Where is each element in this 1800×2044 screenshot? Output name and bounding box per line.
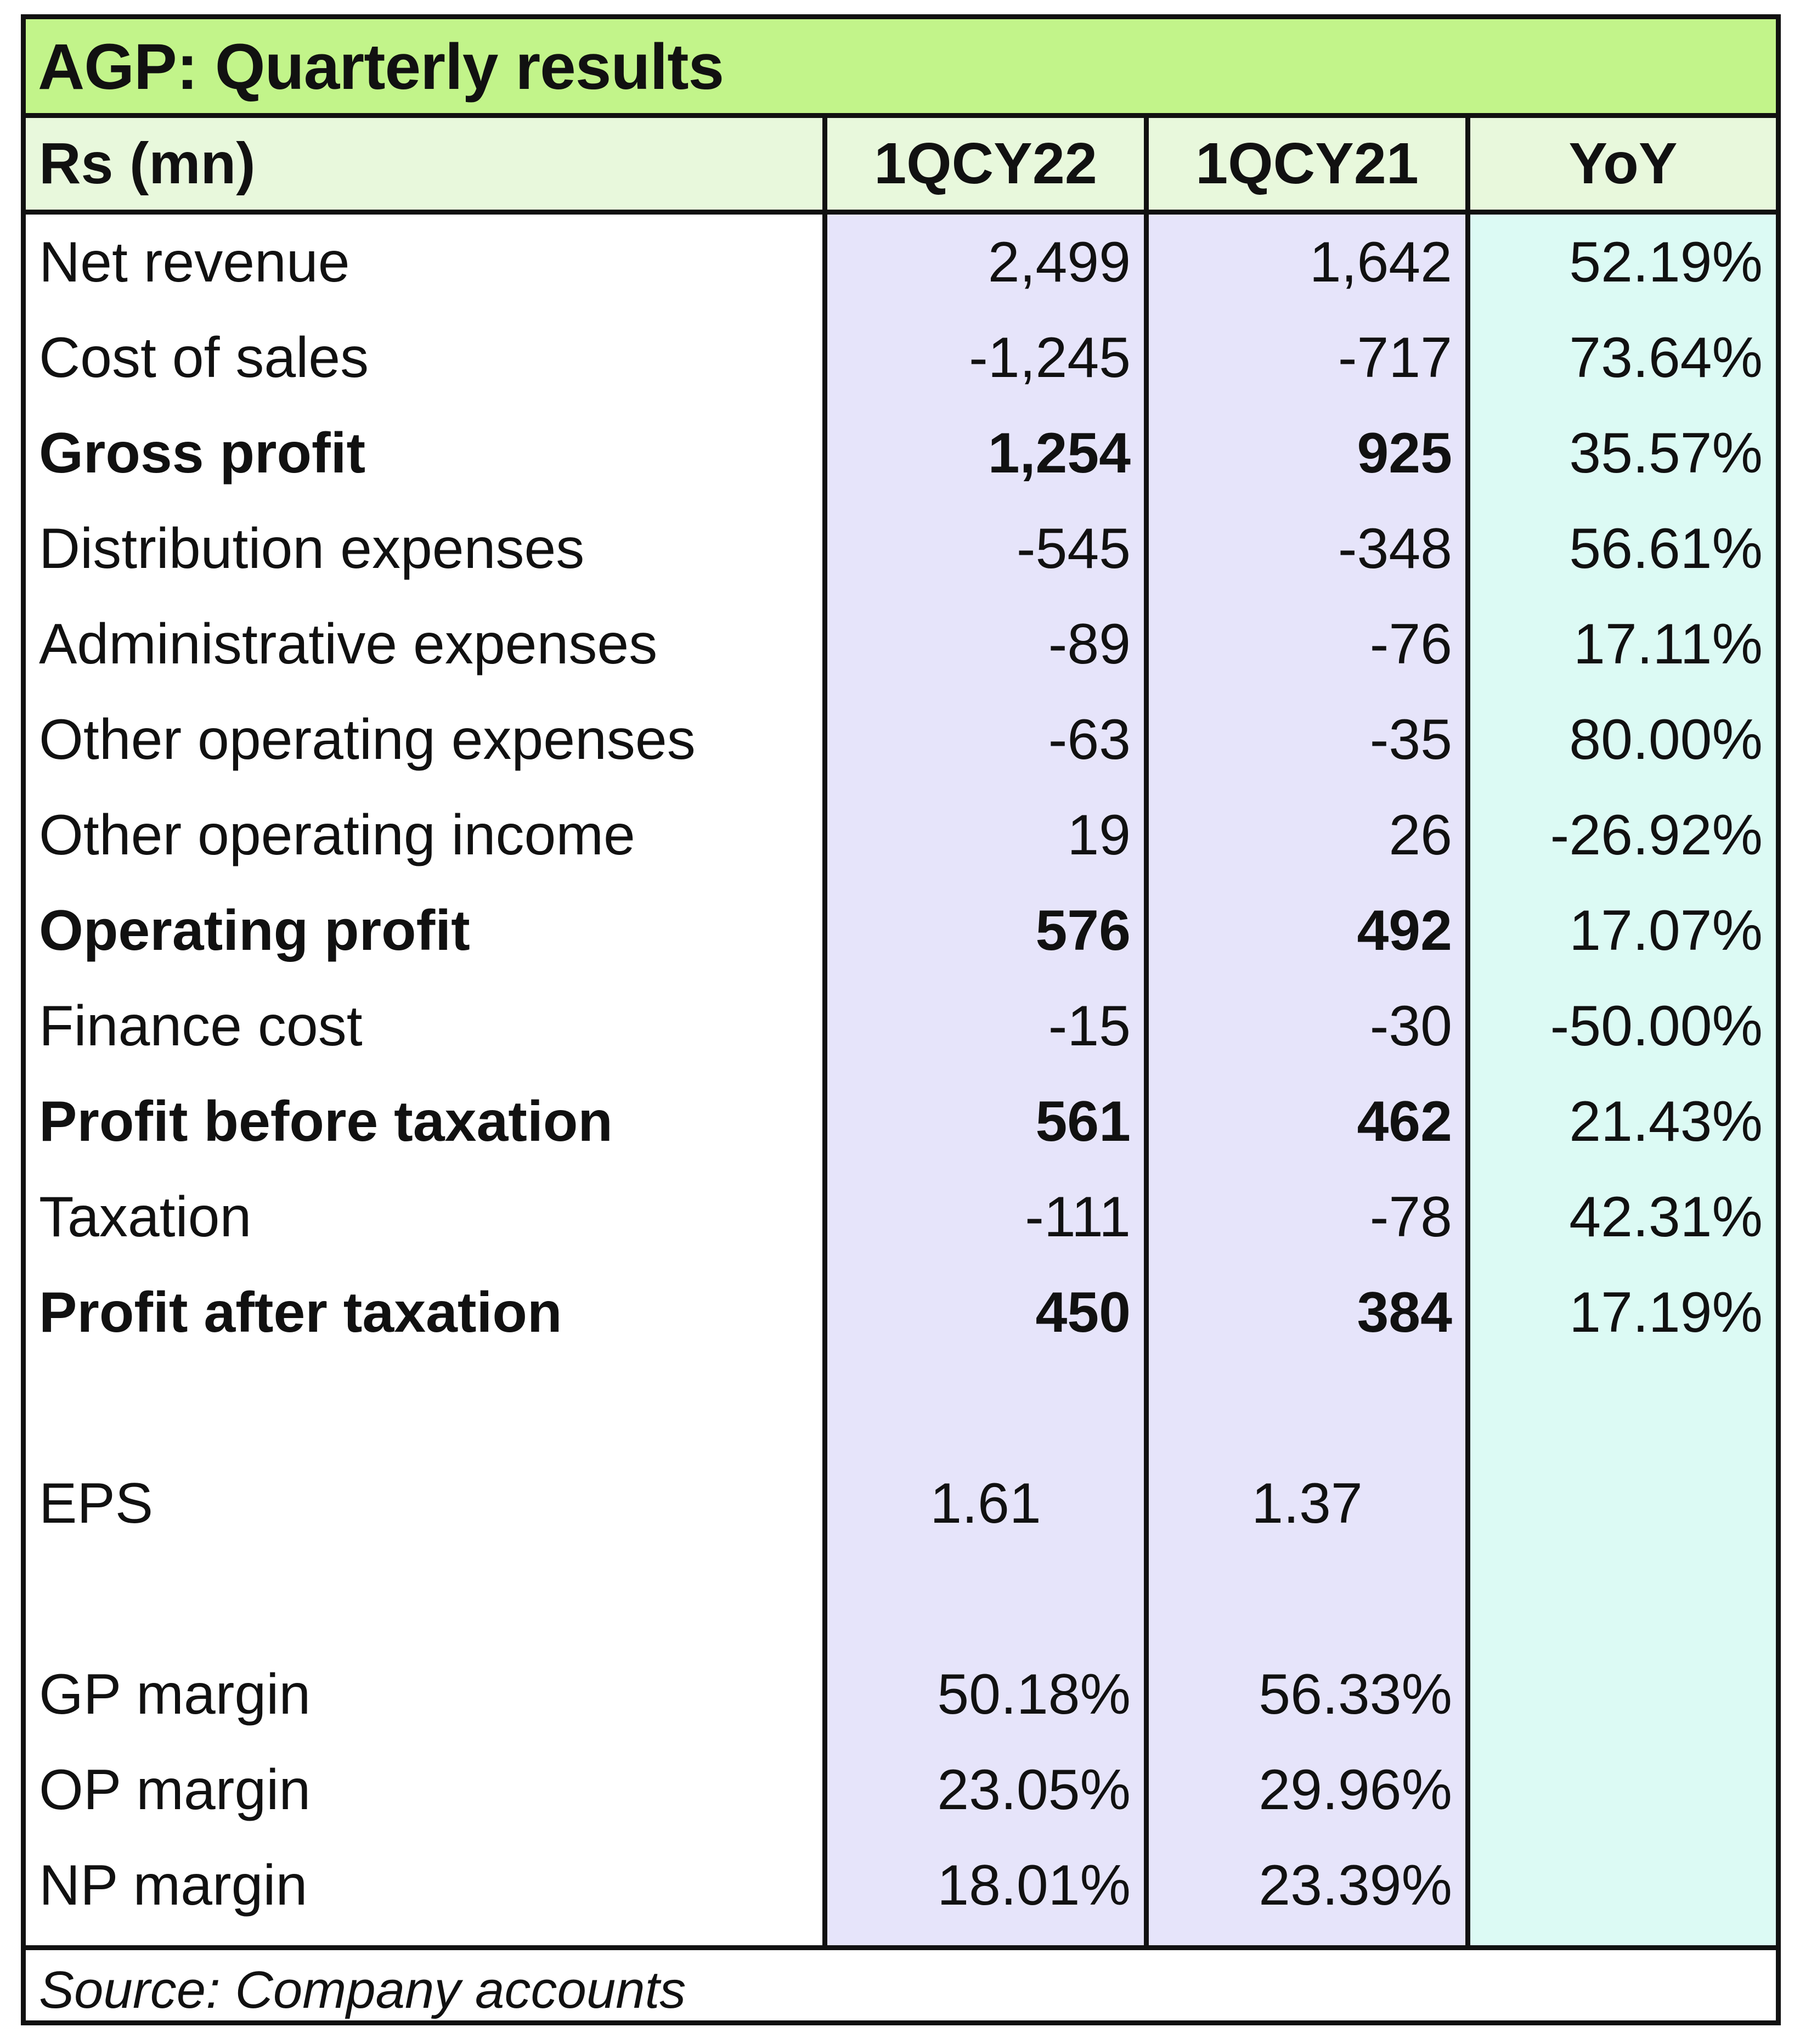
value-1qcy22: -545: [1016, 517, 1131, 581]
row-label: Distribution expenses: [39, 517, 585, 581]
value-yoy: [1470, 1838, 1776, 1933]
table-row: Other operating expenses -63 -35 80.00%: [26, 692, 1776, 787]
source-footer: Source: Company accounts: [26, 1945, 1776, 2020]
value-yoy: 52.19%: [1569, 230, 1763, 294]
value-1qcy22: -1,245: [969, 326, 1131, 390]
value-1qcy22: 23.05%: [937, 1758, 1131, 1822]
row-label: Other operating expenses: [39, 708, 696, 772]
row-label: Profit before taxation: [39, 1090, 613, 1153]
table-row: Cost of sales -1,245 -717 73.64%: [26, 310, 1776, 406]
value-1qcy21: 925: [1357, 421, 1452, 485]
results-table: AGP: Quarterly results Rs (mn) 1QCY22 1Q…: [21, 14, 1781, 2025]
col-yoy-background: [1465, 118, 1776, 1945]
value-yoy: 80.00%: [1569, 708, 1763, 772]
value-1qcy22: 1.61: [930, 1472, 1041, 1535]
value-1qcy22: -15: [1048, 994, 1131, 1058]
value-1qcy22: 19: [1067, 803, 1131, 867]
value-yoy: 21.43%: [1569, 1090, 1763, 1153]
value-1qcy21: 26: [1389, 803, 1452, 867]
row-label: GP margin: [39, 1663, 311, 1726]
title-bar: AGP: Quarterly results: [26, 19, 1776, 118]
table-row: Taxation -111 -78 42.31%: [26, 1169, 1776, 1265]
source-note: Source: Company accounts: [39, 1961, 686, 2019]
table-body: Rs (mn) 1QCY22 1QCY21 YoY Net revenue 2,…: [26, 118, 1776, 1945]
table-row: Other operating income 19 26 -26.92%: [26, 787, 1776, 883]
row-label: Net revenue: [39, 230, 350, 294]
value-yoy: -26.92%: [1550, 803, 1763, 867]
value-1qcy21: -717: [1338, 326, 1452, 390]
value-1qcy21: -35: [1369, 708, 1452, 772]
row-label: NP margin: [39, 1854, 308, 1917]
value-1qcy22: 18.01%: [937, 1854, 1131, 1917]
table-row: Net revenue 2,499 1,642 52.19%: [26, 215, 1776, 310]
row-label: Operating profit: [39, 899, 470, 962]
table-row: Profit before taxation 561 462 21.43%: [26, 1074, 1776, 1169]
col-1qcy21-background: [1144, 118, 1465, 1945]
value-1qcy22: 50.18%: [937, 1663, 1131, 1726]
value-1qcy21: -78: [1369, 1185, 1452, 1249]
value-1qcy21: 1,642: [1309, 230, 1452, 294]
value-1qcy21: 56.33%: [1259, 1663, 1452, 1726]
table-row: EPS 1.61 1.37: [26, 1456, 1776, 1551]
header-col-yoy: YoY: [1465, 118, 1776, 210]
row-label: Other operating income: [39, 803, 635, 867]
value-yoy: 35.57%: [1569, 421, 1763, 485]
value-1qcy22: 2,499: [988, 230, 1131, 294]
col-1qcy22-background: [822, 118, 1144, 1945]
row-label: OP margin: [39, 1758, 311, 1822]
header-row: Rs (mn) 1QCY22 1QCY21 YoY: [26, 118, 1776, 215]
value-yoy: [1470, 1742, 1776, 1838]
value-1qcy21: 384: [1357, 1281, 1452, 1344]
value-1qcy21: 1.37: [1251, 1472, 1363, 1535]
value-1qcy21: -30: [1369, 994, 1452, 1058]
value-yoy: 17.11%: [1573, 612, 1763, 676]
row-label: Taxation: [39, 1185, 252, 1249]
header-col-1qcy22: 1QCY22: [822, 118, 1144, 210]
table-row: Distribution expenses -545 -348 56.61%: [26, 501, 1776, 596]
value-yoy: 73.64%: [1569, 326, 1763, 390]
table-row: OP margin 23.05% 29.96%: [26, 1742, 1776, 1838]
value-1qcy22: -89: [1048, 612, 1131, 676]
value-1qcy22: 576: [1035, 899, 1131, 962]
table-title: AGP: Quarterly results: [38, 31, 724, 103]
header-col-1qcy21: 1QCY21: [1144, 118, 1465, 210]
row-label: Finance cost: [39, 994, 363, 1058]
table-row: Finance cost -15 -30 -50.00%: [26, 978, 1776, 1074]
value-yoy: [1470, 1647, 1776, 1742]
value-1qcy22: -63: [1048, 708, 1131, 772]
table-row: Administrative expenses -89 -76 17.11%: [26, 596, 1776, 692]
value-yoy: 56.61%: [1569, 517, 1763, 581]
row-label: Profit after taxation: [39, 1281, 562, 1344]
value-1qcy21: -76: [1369, 612, 1452, 676]
spacer-row: [26, 1360, 1776, 1456]
table-row: Profit after taxation 450 384 17.19%: [26, 1265, 1776, 1360]
value-yoy: [1470, 1456, 1776, 1551]
header-unit-label: Rs (mn): [26, 118, 822, 210]
row-label: Gross profit: [39, 421, 366, 485]
value-1qcy21: 462: [1357, 1090, 1452, 1153]
value-1qcy21: 492: [1357, 899, 1452, 962]
value-1qcy21: 23.39%: [1259, 1854, 1452, 1917]
value-1qcy22: 450: [1035, 1281, 1131, 1344]
value-1qcy21: -348: [1338, 517, 1452, 581]
table-row: Operating profit 576 492 17.07%: [26, 883, 1776, 978]
label-column-background: [26, 118, 822, 1945]
row-label: EPS: [39, 1472, 154, 1535]
value-yoy: 42.31%: [1569, 1185, 1763, 1249]
value-yoy: 17.19%: [1569, 1281, 1763, 1344]
value-1qcy21: 29.96%: [1259, 1758, 1452, 1822]
table-row: GP margin 50.18% 56.33%: [26, 1647, 1776, 1742]
table-row: NP margin 18.01% 23.39%: [26, 1838, 1776, 1933]
value-1qcy22: 561: [1035, 1090, 1131, 1153]
spacer-row: [26, 1551, 1776, 1647]
value-yoy: 17.07%: [1569, 899, 1763, 962]
value-yoy: -50.00%: [1550, 994, 1763, 1058]
value-1qcy22: 1,254: [988, 421, 1131, 485]
table-row: Gross profit 1,254 925 35.57%: [26, 406, 1776, 501]
row-label: Cost of sales: [39, 326, 369, 390]
data-rows: Net revenue 2,499 1,642 52.19% Cost of s…: [26, 215, 1776, 1933]
value-1qcy22: -111: [1025, 1185, 1131, 1249]
row-label: Administrative expenses: [39, 612, 658, 676]
